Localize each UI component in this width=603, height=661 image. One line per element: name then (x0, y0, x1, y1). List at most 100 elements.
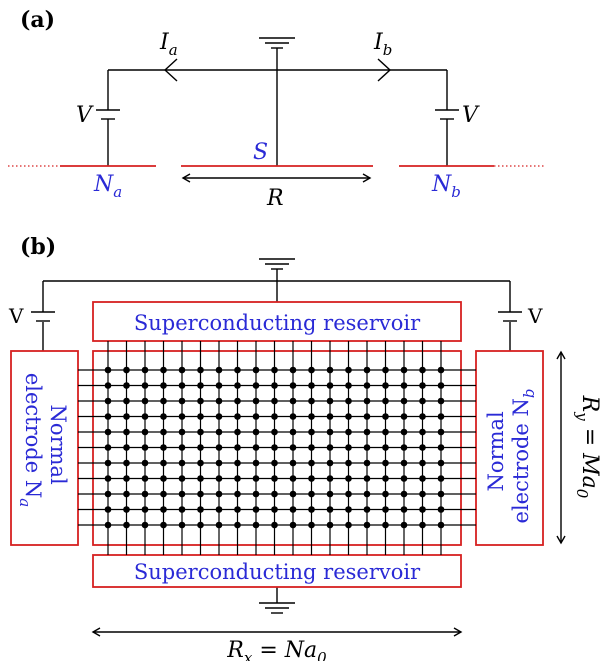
lattice-site (364, 398, 371, 405)
lattice-site (160, 460, 167, 467)
lattice-site (438, 491, 445, 498)
lattice-site (160, 475, 167, 482)
lattice-site (234, 367, 241, 374)
lattice-site (364, 367, 371, 374)
lattice-site (105, 522, 112, 529)
reservoir-bottom-label: Superconducting reservoir (134, 560, 421, 584)
lattice-site (345, 382, 352, 389)
lattice-site (179, 413, 186, 420)
battery-left-icon (96, 110, 120, 119)
lattice-site (382, 475, 389, 482)
lattice-site (197, 429, 204, 436)
lattice-site (327, 475, 334, 482)
lattice-site (308, 367, 315, 374)
lattice-site (253, 491, 260, 498)
distance-label: R (266, 186, 284, 211)
current-b-label: Ib (373, 30, 392, 59)
lattice-site (142, 491, 149, 498)
lattice-site (327, 522, 334, 529)
lattice-site (327, 460, 334, 467)
lattice-site (438, 522, 445, 529)
lattice-site (179, 491, 186, 498)
lattice-site (419, 444, 426, 451)
battery-b-right-icon (498, 312, 522, 321)
lattice-site (253, 522, 260, 529)
lattice-site (271, 429, 278, 436)
lattice-site (345, 413, 352, 420)
lattice-site (160, 429, 167, 436)
lattice-site (160, 491, 167, 498)
lead-a-label: Na (93, 172, 122, 201)
lattice-site (419, 382, 426, 389)
lattice-site (253, 460, 260, 467)
lattice-site (123, 460, 130, 467)
lattice-site (123, 491, 130, 498)
lattice-site (438, 444, 445, 451)
panel-a: (a) (8, 7, 545, 211)
lattice-site (290, 413, 297, 420)
lattice-site (290, 444, 297, 451)
lattice-site (197, 444, 204, 451)
lattice-site (123, 475, 130, 482)
lattice-site (345, 491, 352, 498)
lattice-site (197, 382, 204, 389)
lattice-site (438, 367, 445, 374)
voltage-left-label: V (76, 103, 94, 128)
lattice-site (253, 475, 260, 482)
lattice-site (345, 475, 352, 482)
lattice-site (419, 398, 426, 405)
lattice-site (142, 413, 149, 420)
lattice-site (234, 444, 241, 451)
lattice-site (271, 398, 278, 405)
lattice-site (290, 460, 297, 467)
lattice-site (234, 382, 241, 389)
lattice-site (142, 444, 149, 451)
lattice-site (216, 367, 223, 374)
lattice-site (345, 506, 352, 513)
lattice-site (197, 475, 204, 482)
lattice-site (290, 398, 297, 405)
lattice-site (123, 506, 130, 513)
lattice-site (327, 398, 334, 405)
lattice-site (308, 429, 315, 436)
lattice-site (438, 506, 445, 513)
lattice-site (308, 398, 315, 405)
lattice-site (401, 522, 408, 529)
lattice-site (179, 522, 186, 529)
ground-icon (259, 38, 295, 48)
lattice-site (253, 444, 260, 451)
lattice-site (234, 475, 241, 482)
panel-b-label: (b) (20, 234, 56, 260)
lattice-site (401, 444, 408, 451)
lattice-site (216, 429, 223, 436)
lattice-site (271, 367, 278, 374)
ry-arrow (557, 352, 565, 543)
lattice-site (160, 413, 167, 420)
voltage-b-right-label: V (527, 304, 543, 328)
lattice-site (253, 382, 260, 389)
lattice-site (419, 506, 426, 513)
lattice-site (401, 506, 408, 513)
lattice-site (290, 491, 297, 498)
current-a-label: Ia (159, 30, 178, 59)
lattice-site (382, 506, 389, 513)
lattice-site (271, 460, 278, 467)
lattice-site (142, 506, 149, 513)
lattice-site (382, 460, 389, 467)
lattice-site (364, 506, 371, 513)
lattice-site (345, 367, 352, 374)
lattice-site (271, 444, 278, 451)
lattice-site (123, 382, 130, 389)
lattice-site (290, 382, 297, 389)
lattice-site (253, 413, 260, 420)
lattice-site (142, 460, 149, 467)
battery-right-icon (435, 110, 459, 119)
lattice-site (234, 460, 241, 467)
lattice-site (401, 491, 408, 498)
lattice-site (160, 398, 167, 405)
lattice-site (438, 429, 445, 436)
lattice-site (382, 429, 389, 436)
lattice-site (345, 398, 352, 405)
lattice-site (123, 444, 130, 451)
lattice-site (327, 491, 334, 498)
